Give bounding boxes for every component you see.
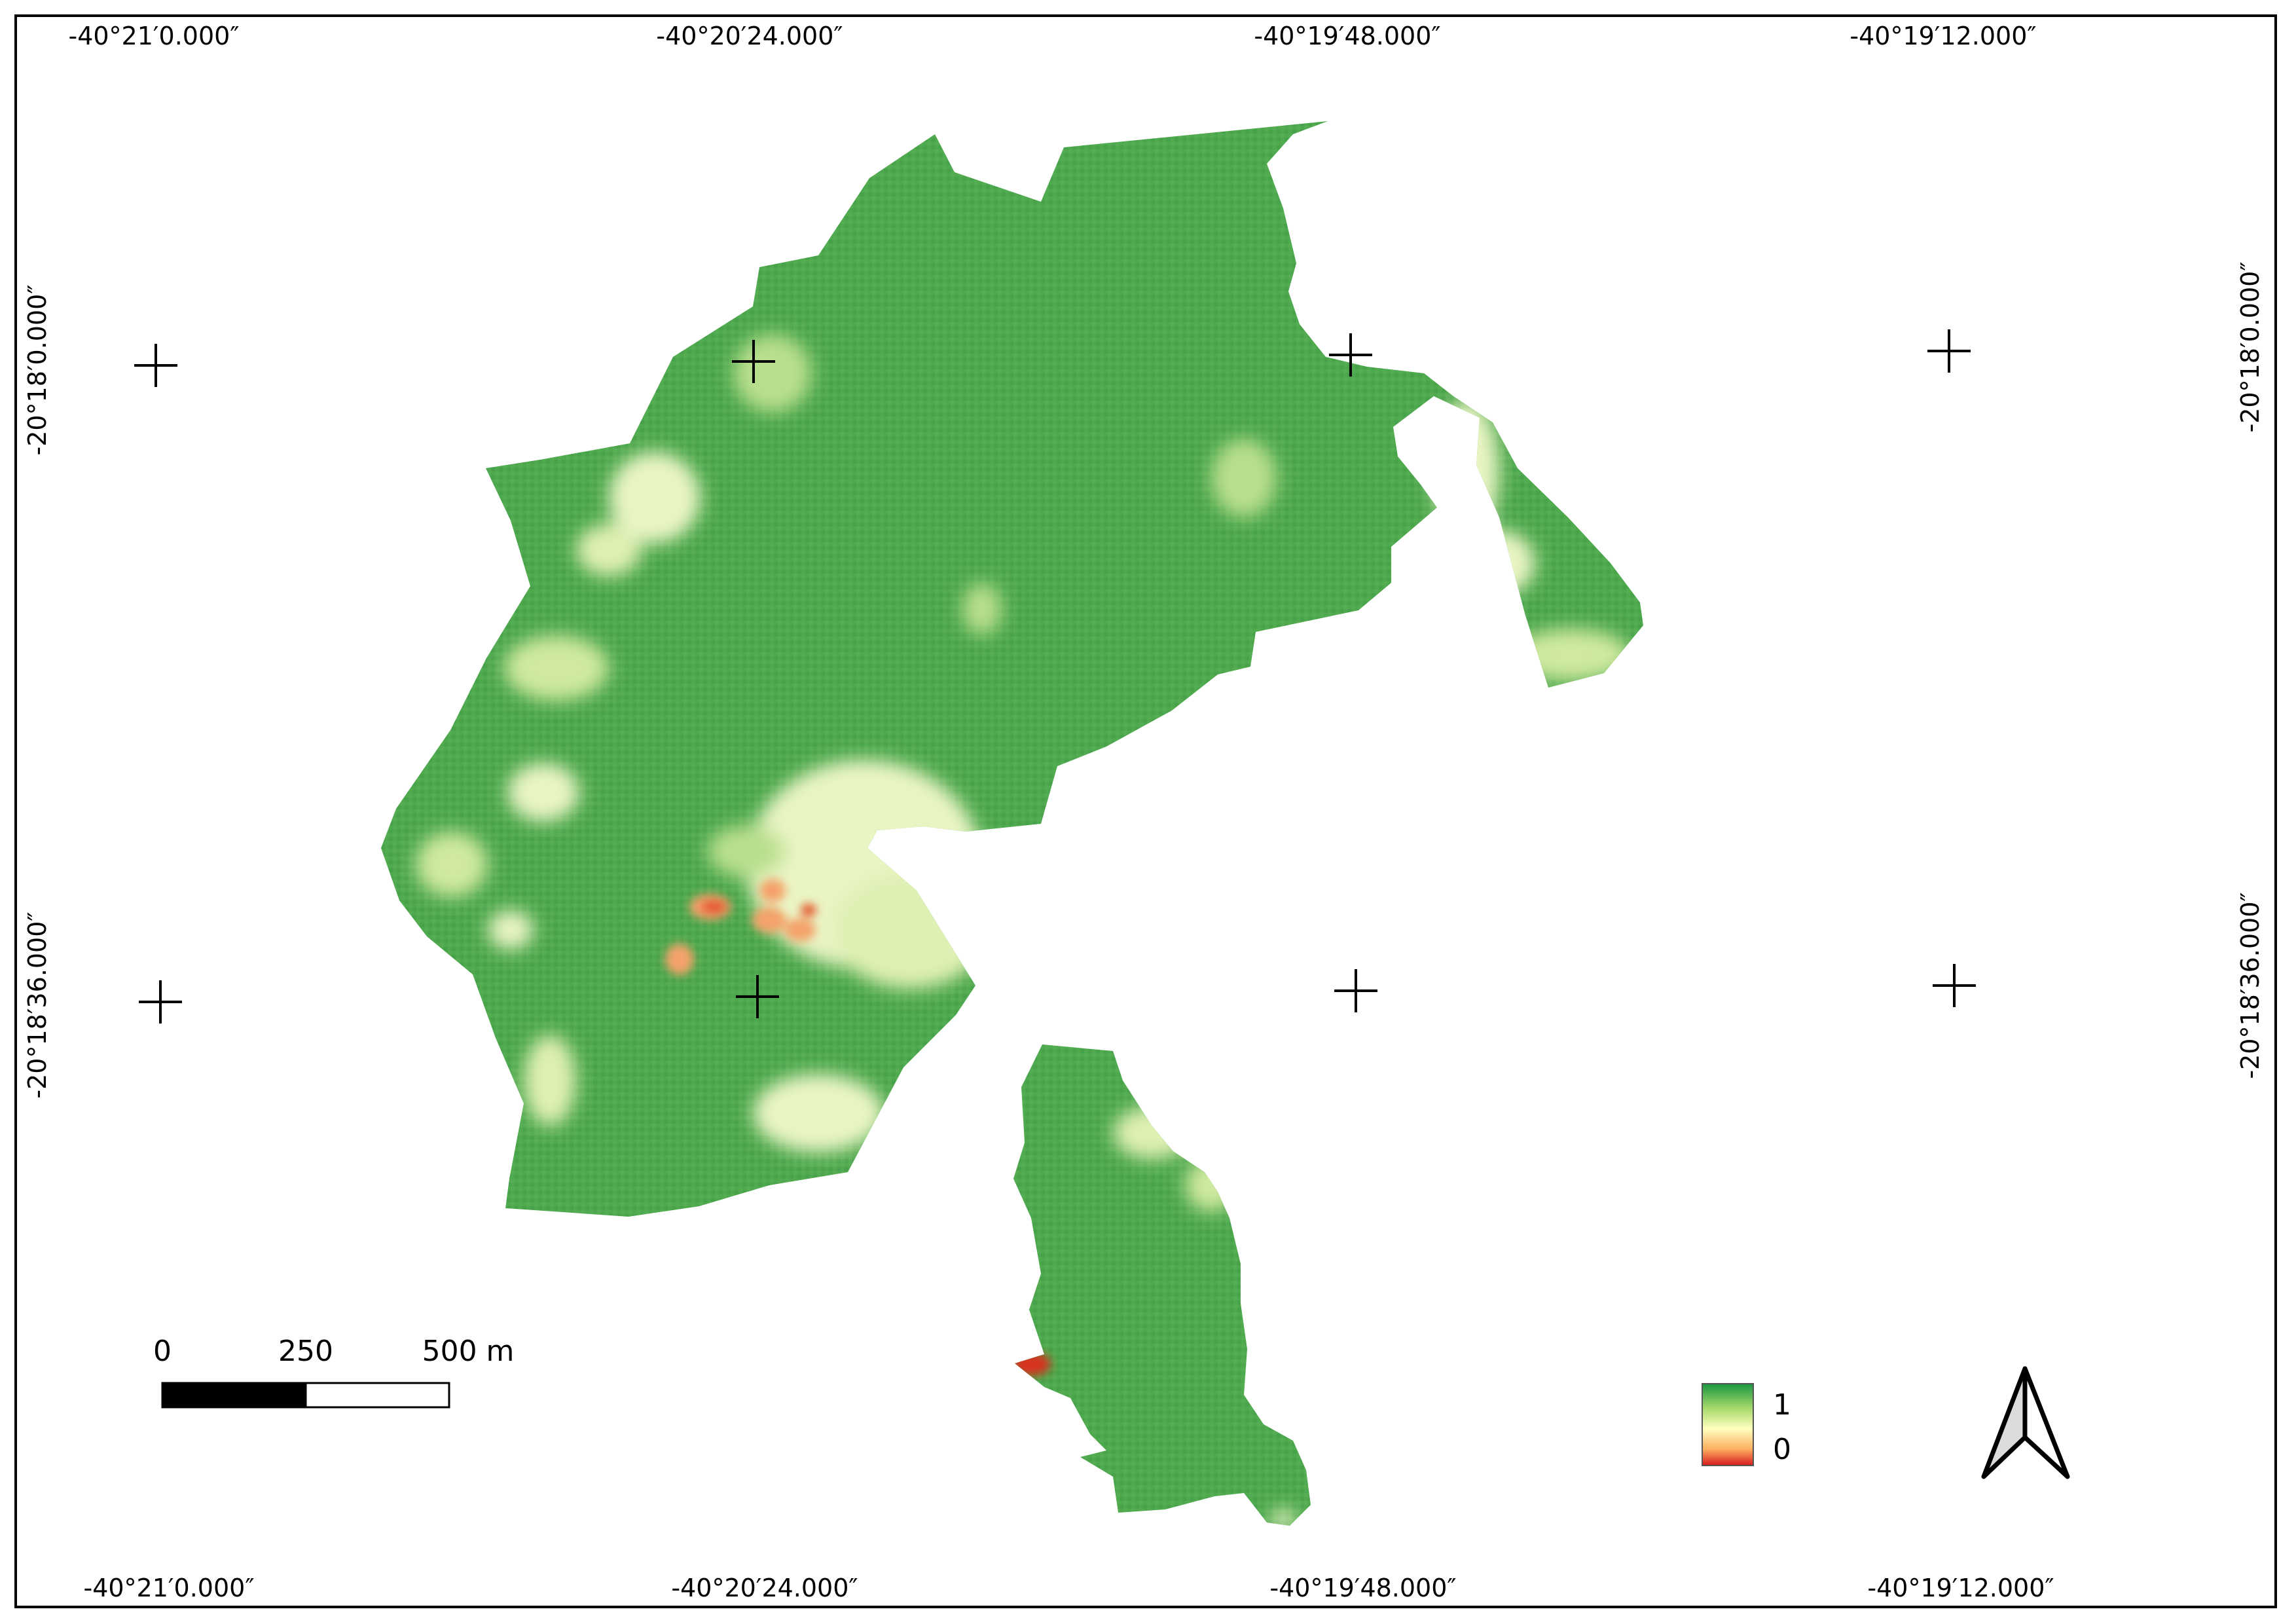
bottom-longitude-labels: -40°21′0.000″ -40°20′24.000″ -40°19′48.0…	[83, 1574, 2054, 1602]
left-label-2: -20°18′36.000″	[23, 912, 52, 1098]
graticule-crosses	[134, 329, 1976, 1024]
right-label-1: -20°18′0.000″	[2236, 261, 2265, 432]
top-longitude-labels: -40°21′0.000″ -40°20′24.000″ -40°19′48.0…	[68, 22, 2036, 50]
top-label-4: -40°19′12.000″	[1850, 22, 2036, 50]
bottom-label-2: -40°20′24.000″	[671, 1574, 858, 1602]
scale-label-0: 0	[153, 1335, 172, 1368]
legend-color-ramp	[1702, 1383, 1754, 1466]
legend-min-label: 0	[1773, 1433, 1791, 1466]
left-label-1: -20°18′0.000″	[23, 284, 52, 455]
ndvi-legend: 1 0	[1702, 1383, 1791, 1466]
top-label-2: -40°20′24.000″	[656, 22, 843, 50]
bottom-label-4: -40°19′12.000″	[1867, 1574, 2054, 1602]
scale-segment-white	[304, 1382, 450, 1409]
right-label-2: -20°18′36.000″	[2236, 892, 2265, 1079]
bottom-label-1: -40°21′0.000″	[83, 1574, 254, 1602]
north-arrow-icon	[1981, 1366, 2070, 1479]
bottom-label-3: -40°19′48.000″	[1269, 1574, 1456, 1602]
top-label-1: -40°21′0.000″	[68, 22, 239, 50]
left-latitude-labels: -20°18′0.000″ -20°18′36.000″	[23, 284, 52, 1098]
right-latitude-labels: -20°18′0.000″ -20°18′36.000″	[2236, 261, 2265, 1079]
scale-bar: 0 250 500 m	[153, 1335, 515, 1409]
top-label-3: -40°19′48.000″	[1254, 22, 1440, 50]
scale-label-500: 500 m	[422, 1335, 515, 1368]
scale-segment-black	[161, 1382, 307, 1409]
legend-max-label: 1	[1773, 1388, 1791, 1422]
scale-label-250: 250	[278, 1335, 333, 1368]
